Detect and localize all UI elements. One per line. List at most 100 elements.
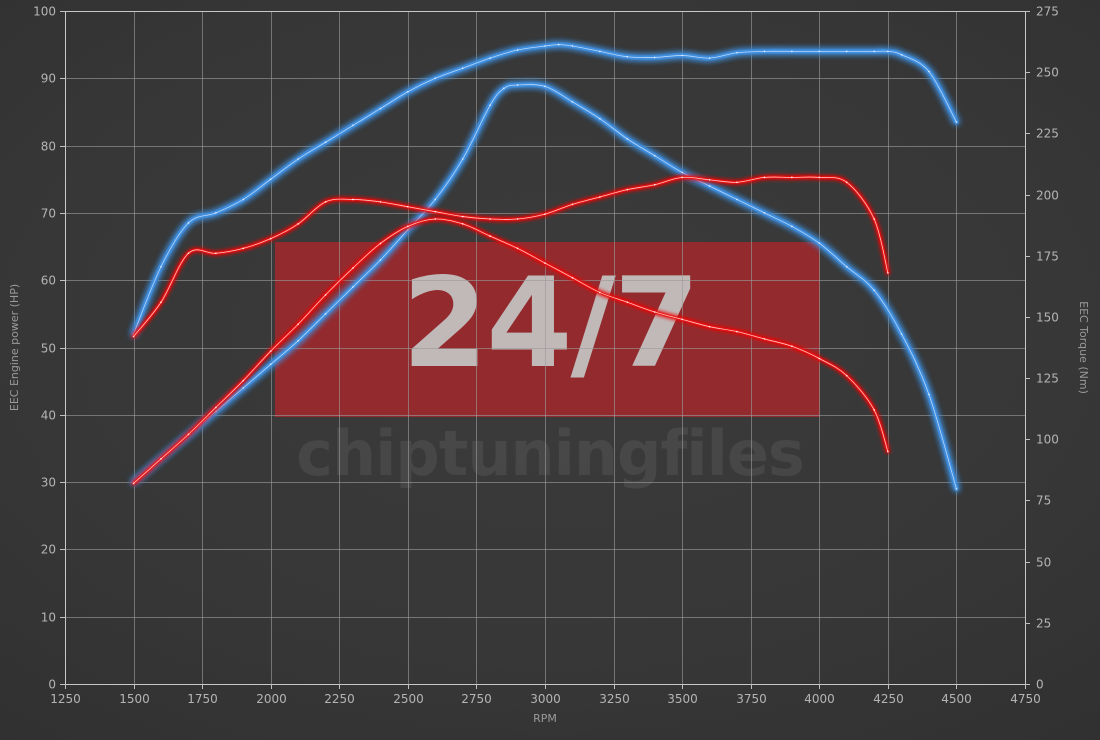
data-point — [489, 104, 491, 107]
data-point — [324, 294, 327, 296]
y-axis-tick: 80 — [41, 140, 56, 154]
data-point — [681, 318, 683, 321]
x-axis-tick: 1500 — [119, 692, 150, 706]
data-point — [297, 158, 299, 160]
data-point — [928, 70, 930, 73]
y2-axis-tick: 75 — [1036, 494, 1051, 508]
data-point — [571, 101, 574, 103]
data-point — [132, 335, 135, 338]
data-point — [379, 242, 382, 245]
data-point — [379, 107, 382, 110]
data-point — [215, 410, 217, 413]
y2-axis-tick: 0 — [1036, 678, 1044, 692]
data-point — [873, 289, 875, 292]
data-point — [324, 201, 327, 203]
y-axis-title: EEC Engine power (HP) — [8, 284, 21, 411]
data-point — [503, 87, 505, 90]
data-point — [557, 43, 560, 46]
data-point — [873, 218, 875, 220]
y2-axis-tick: 25 — [1036, 617, 1051, 631]
data-point — [845, 265, 848, 268]
data-point — [160, 301, 162, 304]
y-axis-tick: 30 — [41, 476, 56, 490]
data-point — [887, 50, 889, 53]
data-point — [242, 387, 245, 389]
x-axis-tick: 4000 — [804, 692, 835, 706]
data-point — [516, 84, 519, 86]
y-axis-tick: 40 — [41, 409, 56, 423]
data-point — [516, 247, 519, 250]
data-point — [599, 117, 601, 120]
data-point — [544, 45, 546, 47]
data-point — [873, 409, 875, 411]
y2-axis-tick: 100 — [1036, 433, 1059, 447]
y-axis-tick: 0 — [48, 678, 56, 692]
data-point — [708, 185, 711, 187]
data-point — [708, 57, 711, 59]
series-torque-original — [131, 217, 890, 486]
y-axis-tick: 20 — [41, 543, 56, 557]
y-axis-tick: 50 — [41, 342, 56, 356]
data-point — [434, 198, 437, 201]
data-point — [544, 262, 546, 264]
data-point — [269, 350, 272, 353]
data-point — [736, 181, 738, 184]
data-point — [818, 357, 821, 360]
data-point — [681, 176, 683, 179]
data-point — [626, 301, 629, 304]
data-point — [653, 56, 656, 59]
data-point — [653, 183, 656, 186]
data-point — [599, 196, 601, 198]
data-point — [845, 181, 848, 184]
data-point — [187, 433, 190, 436]
data-point — [653, 311, 656, 313]
tick-labels: 0 10 20 30 40 50 60 70 80 90 100 0 25 50 75 100 125 150 17… — [33, 5, 1059, 707]
watermark-chiptuningfiles-text: chiptuningfiles — [296, 417, 805, 490]
data-point — [407, 225, 409, 228]
data-point — [379, 259, 382, 261]
data-point — [516, 218, 519, 220]
y2-axis-tick: 225 — [1036, 127, 1059, 141]
data-point — [708, 179, 711, 181]
data-point — [434, 218, 437, 220]
data-point — [708, 325, 711, 328]
watermark-247-text: 24/7 — [401, 252, 700, 396]
data-point — [736, 198, 738, 201]
data-point — [489, 235, 491, 237]
data-point — [379, 201, 382, 203]
data-point — [544, 85, 546, 88]
y-axis-tick: 10 — [41, 611, 56, 625]
data-point — [791, 50, 793, 53]
data-point — [955, 121, 958, 123]
data-point — [132, 482, 135, 485]
data-point — [887, 450, 889, 453]
y-axis-tick: 60 — [41, 274, 56, 288]
data-point — [544, 213, 546, 215]
data-point — [845, 374, 848, 377]
y2-axis-tick: 150 — [1036, 311, 1059, 325]
x-axis-tick: 3750 — [736, 692, 767, 706]
data-point — [887, 272, 889, 274]
data-point — [461, 67, 464, 70]
data-point — [626, 55, 629, 58]
data-point — [818, 50, 821, 53]
data-point — [900, 53, 903, 56]
data-point — [242, 198, 245, 201]
series-torque-tuned — [131, 175, 890, 339]
data-point — [407, 228, 409, 231]
data-point — [791, 225, 793, 228]
x-axis-tick: 4250 — [873, 692, 904, 706]
x-axis-tick: 3250 — [599, 692, 630, 706]
y-axis-tick: 70 — [41, 207, 56, 221]
data-point — [736, 51, 738, 54]
data-point — [461, 223, 464, 225]
data-point — [571, 276, 574, 279]
data-point — [324, 313, 327, 315]
y-axis-tick: 90 — [41, 72, 56, 86]
series-engine-power-original — [130, 81, 960, 492]
y-axis-tick: 100 — [33, 5, 56, 19]
x-axis-tick: 2000 — [256, 692, 287, 706]
x-axis-tick: 2750 — [461, 692, 492, 706]
